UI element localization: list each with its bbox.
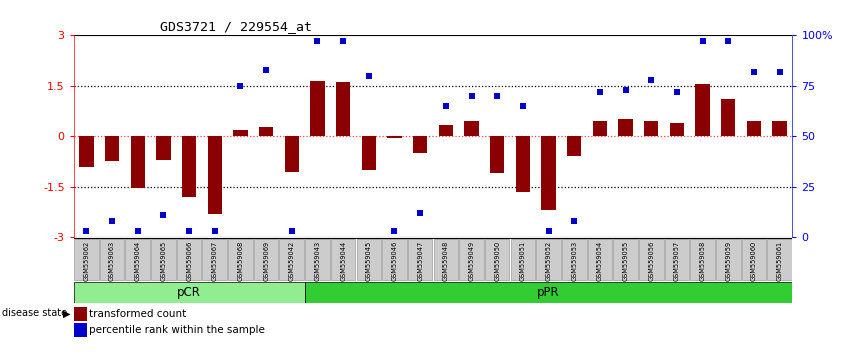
Text: GSM559045: GSM559045	[365, 240, 372, 281]
Text: GSM559069: GSM559069	[263, 240, 269, 281]
Bar	[567, 136, 581, 156]
Text: GSM559061: GSM559061	[777, 240, 783, 281]
FancyBboxPatch shape	[690, 239, 714, 280]
FancyBboxPatch shape	[126, 239, 150, 280]
Text: GSM559064: GSM559064	[135, 240, 141, 281]
FancyBboxPatch shape	[74, 282, 305, 303]
Bar	[413, 136, 427, 153]
Text: GSM559067: GSM559067	[212, 240, 217, 281]
FancyBboxPatch shape	[767, 239, 792, 280]
Bar	[695, 84, 709, 136]
Bar	[746, 121, 761, 136]
Text: GSM559060: GSM559060	[751, 240, 757, 281]
FancyBboxPatch shape	[305, 239, 330, 280]
Text: GSM559046: GSM559046	[391, 240, 397, 281]
Text: ▶: ▶	[63, 308, 71, 318]
FancyBboxPatch shape	[74, 239, 99, 280]
Bar	[182, 136, 197, 197]
Bar	[593, 121, 607, 136]
Text: GSM559066: GSM559066	[186, 240, 192, 281]
Text: GSM559043: GSM559043	[314, 240, 320, 281]
Bar	[259, 127, 273, 136]
FancyBboxPatch shape	[152, 239, 176, 280]
Text: GSM559051: GSM559051	[520, 240, 526, 281]
Text: percentile rank within the sample: percentile rank within the sample	[89, 325, 265, 335]
FancyBboxPatch shape	[305, 282, 792, 303]
Bar	[234, 130, 248, 136]
Text: GSM559062: GSM559062	[83, 240, 89, 281]
Bar	[208, 136, 222, 213]
FancyBboxPatch shape	[587, 239, 612, 280]
Bar	[516, 136, 530, 192]
Bar	[721, 99, 735, 136]
Bar	[362, 136, 376, 170]
FancyBboxPatch shape	[511, 239, 535, 280]
FancyBboxPatch shape	[613, 239, 638, 280]
Bar	[80, 136, 94, 166]
Text: pCR: pCR	[178, 286, 201, 299]
Text: GSM559054: GSM559054	[597, 240, 603, 281]
FancyBboxPatch shape	[228, 239, 253, 280]
Bar	[490, 136, 504, 173]
Bar	[541, 136, 556, 210]
Bar	[644, 121, 658, 136]
FancyBboxPatch shape	[741, 239, 766, 280]
Text: GSM559063: GSM559063	[109, 240, 115, 281]
Text: GSM559044: GSM559044	[340, 240, 346, 281]
FancyBboxPatch shape	[331, 239, 355, 280]
Text: GSM559053: GSM559053	[572, 240, 577, 281]
Bar	[131, 136, 145, 188]
FancyBboxPatch shape	[639, 239, 663, 280]
FancyBboxPatch shape	[434, 239, 458, 280]
FancyBboxPatch shape	[716, 239, 740, 280]
Text: GSM559042: GSM559042	[289, 240, 294, 281]
FancyBboxPatch shape	[357, 239, 381, 280]
Text: GSM559055: GSM559055	[623, 240, 629, 281]
Bar	[74, 307, 87, 321]
Text: GSM559059: GSM559059	[725, 240, 731, 281]
Text: GSM559065: GSM559065	[160, 240, 166, 281]
Bar	[439, 125, 453, 136]
Bar	[336, 82, 350, 136]
FancyBboxPatch shape	[664, 239, 689, 280]
Bar	[387, 136, 402, 138]
Text: GSM559057: GSM559057	[674, 240, 680, 281]
Text: GDS3721 / 229554_at: GDS3721 / 229554_at	[160, 20, 312, 33]
Text: GSM559049: GSM559049	[469, 240, 475, 281]
Bar	[285, 136, 299, 172]
FancyBboxPatch shape	[203, 239, 227, 280]
Bar	[618, 119, 632, 136]
Text: GSM559047: GSM559047	[417, 240, 423, 281]
FancyBboxPatch shape	[459, 239, 484, 280]
Text: GSM559058: GSM559058	[700, 240, 706, 281]
FancyBboxPatch shape	[280, 239, 304, 280]
FancyBboxPatch shape	[562, 239, 586, 280]
Text: GSM559052: GSM559052	[546, 240, 552, 281]
Bar	[669, 123, 684, 136]
Bar	[464, 121, 479, 136]
FancyBboxPatch shape	[382, 239, 407, 280]
Bar	[74, 323, 87, 337]
Text: GSM559068: GSM559068	[237, 240, 243, 281]
FancyBboxPatch shape	[177, 239, 202, 280]
FancyBboxPatch shape	[100, 239, 125, 280]
FancyBboxPatch shape	[254, 239, 279, 280]
Text: transformed count: transformed count	[89, 309, 187, 319]
FancyBboxPatch shape	[408, 239, 432, 280]
Text: pPR: pPR	[537, 286, 559, 299]
Bar	[772, 121, 786, 136]
Text: GSM559050: GSM559050	[494, 240, 501, 281]
Text: disease state: disease state	[2, 308, 67, 318]
FancyBboxPatch shape	[536, 239, 561, 280]
Text: GSM559048: GSM559048	[443, 240, 449, 281]
Bar	[310, 81, 325, 136]
Bar	[157, 136, 171, 160]
Text: GSM559056: GSM559056	[649, 240, 654, 281]
Bar	[105, 136, 120, 161]
FancyBboxPatch shape	[485, 239, 509, 280]
